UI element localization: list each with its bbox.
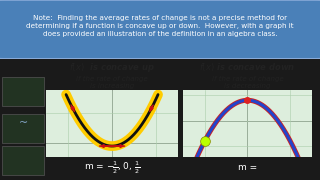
FancyBboxPatch shape xyxy=(0,0,320,59)
Text: m =: m = xyxy=(238,163,260,172)
Text: ~: ~ xyxy=(19,118,28,128)
Text: $f(x)$ is concave down: $f(x)$ is concave down xyxy=(199,61,296,73)
Text: $f(x)$  is concave up: $f(x)$ is concave up xyxy=(69,60,155,74)
Text: if the rate of change
is decreasing: if the rate of change is decreasing xyxy=(212,76,284,89)
Text: m = $-\!\frac{1}{2}$, 0, $\frac{1}{2}$: m = $-\!\frac{1}{2}$, 0, $\frac{1}{2}$ xyxy=(84,159,140,176)
Text: Note:  Finding the average rates of change is not a precise method for
determini: Note: Finding the average rates of chang… xyxy=(26,15,294,37)
Text: if the rate of change
is increasing: if the rate of change is increasing xyxy=(76,76,148,89)
FancyBboxPatch shape xyxy=(2,114,44,143)
FancyBboxPatch shape xyxy=(2,146,44,175)
FancyBboxPatch shape xyxy=(2,77,44,106)
